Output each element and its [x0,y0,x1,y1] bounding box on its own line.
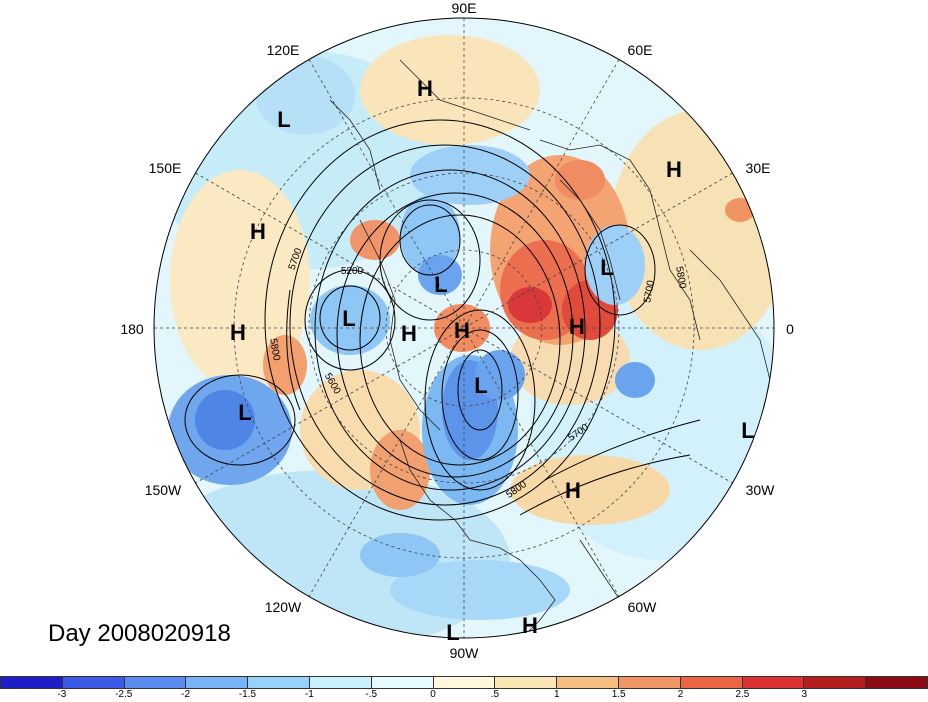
colorbar-swatch [617,676,681,689]
colorbar-swatch [432,676,496,689]
colorbar-tick-label: -3 [57,689,67,700]
contour-label: 5200 [341,266,364,277]
polar-map: 90E 60E 30E 0 30W 60W 90W 120W 150W 180 … [120,0,794,661]
colorbar-swatches [0,676,928,689]
lon-label-120w: 120W [265,599,302,615]
colorbar-tick-label: 1 [554,689,560,700]
high-center: H [522,613,538,638]
contour-label: 5800 [267,338,282,362]
colorbar-tick-label: -1 [304,689,314,700]
lon-label-120e: 120E [267,42,300,58]
colorbar-swatch [556,676,619,689]
high-center: H [454,318,470,343]
lon-label-0: 0 [786,321,794,337]
low-center: L [342,306,355,331]
high-center: H [666,157,682,182]
map-border [153,17,775,639]
colorbar-swatch [741,676,805,689]
colorbar-swatch [61,676,125,689]
colorbar-tick-label: -2.5 [115,689,133,700]
low-center: L [434,272,447,297]
colorbar-swatch [803,676,867,689]
colorbar-tick-label: 0 [430,689,436,700]
lon-label-60w: 60W [628,599,658,615]
low-center: L [277,107,290,132]
colorbar-tick-label: -.5 [365,689,378,700]
longitude-labels: 90E 60E 30E 0 30W 60W 90W 120W 150W 180 … [120,0,794,661]
colorbar-tick-label: -1.5 [238,689,257,700]
lon-label-150e: 150E [149,160,182,176]
low-center: L [741,418,754,443]
colorbar-swatch [0,676,63,689]
high-center: H [230,320,246,345]
high-center: H [417,76,433,101]
lon-label-180: 180 [120,321,144,337]
colorbar-swatch [370,676,434,689]
lon-label-150w: 150W [145,482,182,498]
colorbar-tick-label: .5 [490,689,500,700]
low-center: L [600,255,613,280]
graticule [154,18,774,638]
high-center: H [401,321,417,346]
day-label: Day 2008020918 [48,620,231,647]
lon-label-30w: 30W [746,482,776,498]
contour-label: 5700 [642,279,657,303]
low-center: L [446,620,459,645]
lon-label-60e: 60E [628,42,653,58]
colorbar-tick-label: 1.5 [611,689,626,700]
coastlines [329,59,771,638]
colorbar-swatch [494,676,558,689]
colorbar-tick-label: 2 [677,689,684,700]
contour-label: 5800 [673,266,688,290]
pressure-centers: H L H H H L L H H L H L L L H H L H [230,76,755,645]
colorbar-swatch [865,676,928,689]
colorbar-swatch [247,676,310,689]
colorbar-swatch [185,676,249,689]
colorbar: -3 -2.5 -2 -1.5 -1 -.5 0 .5 1 1.5 2 2.5 3 [0,676,928,702]
high-center: H [250,219,266,244]
colorbar-tick-label: -2 [181,689,191,700]
high-center: H [569,314,585,339]
lon-label-30e: 30E [746,160,771,176]
low-center: L [238,400,251,425]
colorbar-tick-label: 2.5 [735,689,750,700]
colorbar-swatch [308,676,372,689]
high-center: H [565,478,581,503]
colorbar-tick-label: 3 [801,689,808,700]
lon-label-90e: 90E [452,0,477,16]
colorbar-swatch [679,676,743,689]
colorbar-swatch [123,676,187,689]
low-center: L [474,373,487,398]
colorbar-tick-labels: -3 -2.5 -2 -1.5 -1 -.5 0 .5 1 1.5 2 2.5 3 [0,689,928,702]
lon-label-90w: 90W [450,645,480,661]
height-contours [184,119,701,521]
